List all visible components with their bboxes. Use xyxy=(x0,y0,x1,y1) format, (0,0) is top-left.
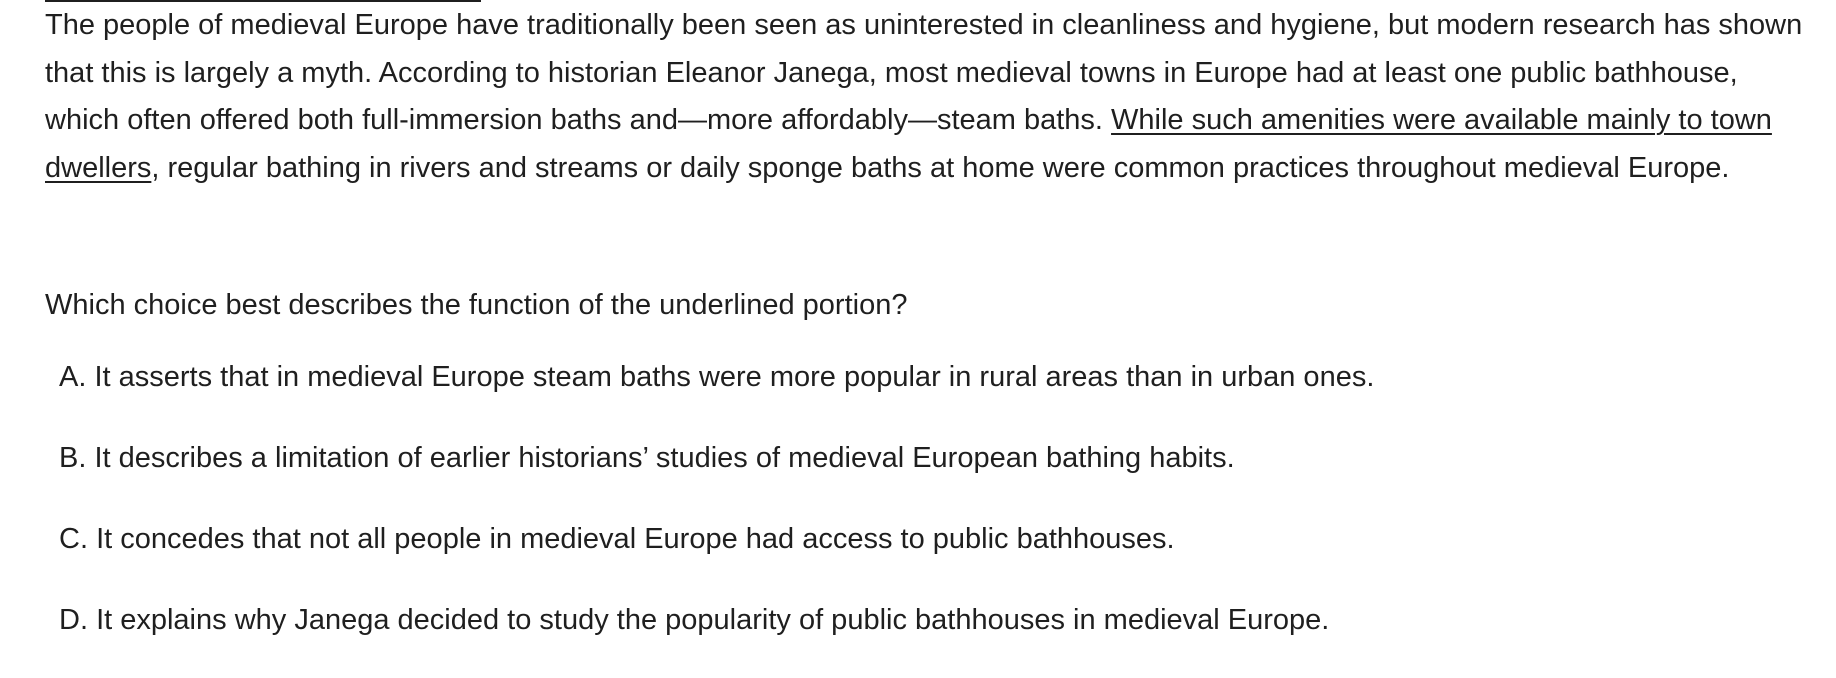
choice-a[interactable]: A. It asserts that in medieval Europe st… xyxy=(59,354,1374,435)
choice-text: It describes a limitation of earlier his… xyxy=(94,442,1235,474)
answer-choices: A. It asserts that in medieval Europe st… xyxy=(59,354,1374,678)
choice-text: It concedes that not all people in medie… xyxy=(96,523,1175,555)
question-stem: Which choice best describes the function… xyxy=(45,289,908,321)
choice-d[interactable]: D. It explains why Janega decided to stu… xyxy=(59,597,1374,678)
passage-text: The people of medieval Europe have tradi… xyxy=(45,2,1815,192)
choice-text: It asserts that in medieval Europe steam… xyxy=(94,361,1375,393)
choice-b[interactable]: B. It describes a limitation of earlier … xyxy=(59,435,1374,516)
choice-c[interactable]: C. It concedes that not all people in me… xyxy=(59,516,1374,597)
passage-before-underline: The people of medieval Europe have tradi… xyxy=(45,9,1803,136)
choice-letter: D. xyxy=(59,604,88,636)
choice-letter: A. xyxy=(59,361,87,393)
choice-letter: C. xyxy=(59,523,88,555)
top-divider xyxy=(45,0,481,2)
passage-after-underline: , regular bathing in rivers and streams … xyxy=(151,151,1730,184)
choice-letter: B. xyxy=(59,442,87,474)
underlined-portion: While such amenities were available main… xyxy=(45,104,1772,184)
choice-text: It explains why Janega decided to study … xyxy=(96,604,1330,636)
